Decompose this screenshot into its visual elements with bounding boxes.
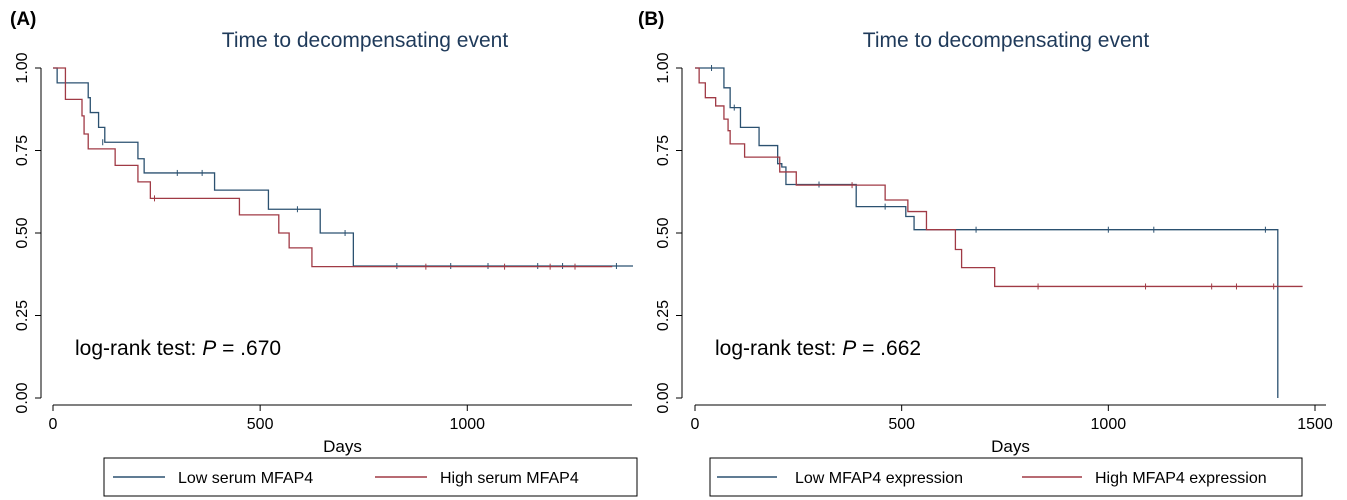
- y-tick-label: 1.00: [14, 52, 31, 83]
- series-line-high: [53, 67, 613, 268]
- x-tick-label: 0: [49, 416, 58, 433]
- series-line-low: [53, 67, 633, 267]
- y-tick-label: 0.25: [14, 300, 31, 331]
- annotation-p: P: [202, 337, 216, 360]
- y-tick-label: 0.50: [655, 217, 672, 248]
- y-tick-label: 0.50: [14, 217, 31, 248]
- legend-label: High MFAP4 expression: [1095, 470, 1267, 487]
- x-tick-label: 1000: [1091, 416, 1127, 433]
- x-tick-label: 500: [888, 416, 915, 433]
- x-tick-label: 1500: [1297, 416, 1333, 433]
- y-tick-label: 0.00: [14, 382, 31, 413]
- x-axis-label: Days: [323, 437, 362, 456]
- legend-label: Low MFAP4 expression: [795, 470, 963, 487]
- chart-title: Time to decompensating event: [222, 29, 509, 52]
- x-tick-label: 0: [691, 416, 700, 433]
- y-tick-label: 1.00: [655, 52, 672, 83]
- y-tick-label: 0.75: [14, 135, 31, 166]
- logrank-annotation: log-rank test: P = .670: [75, 337, 281, 360]
- series-line-low: [695, 67, 1279, 398]
- x-axis-label: Days: [991, 437, 1030, 456]
- y-tick-label: 0.00: [655, 382, 672, 413]
- annotation-prefix: log-rank test:: [715, 337, 842, 360]
- series-line-high: [695, 67, 1303, 288]
- panel-label: (B): [638, 9, 664, 30]
- annotation-p: P: [842, 337, 856, 360]
- y-tick-label: 0.25: [655, 300, 672, 331]
- chart-title: Time to decompensating event: [863, 29, 1150, 52]
- legend-box: [709, 457, 1303, 497]
- y-tick-label: 0.75: [655, 135, 672, 166]
- logrank-annotation: log-rank test: P = .662: [715, 337, 921, 360]
- legend: Low MFAP4 expression High MFAP4 expressio…: [709, 457, 1303, 497]
- panel-b: (B) Time to decompensating event 0.00 0.25 0…: [638, 9, 1333, 497]
- annotation-value: = .670: [216, 337, 281, 360]
- legend-box: [103, 457, 638, 497]
- x-tick-label: 1000: [449, 416, 485, 433]
- legend-label: Low serum MFAP4: [178, 470, 313, 487]
- x-tick-label: 500: [247, 416, 274, 433]
- legend-label: High serum MFAP4: [440, 470, 579, 487]
- annotation-prefix: log-rank test:: [75, 337, 202, 360]
- annotation-value: = .662: [856, 337, 921, 360]
- panel-a: (A) Time to decompensating event 0.00 0.25 0…: [10, 9, 638, 497]
- legend: Low serum MFAP4 High serum MFAP4: [103, 457, 638, 497]
- panel-label: (A): [10, 9, 36, 30]
